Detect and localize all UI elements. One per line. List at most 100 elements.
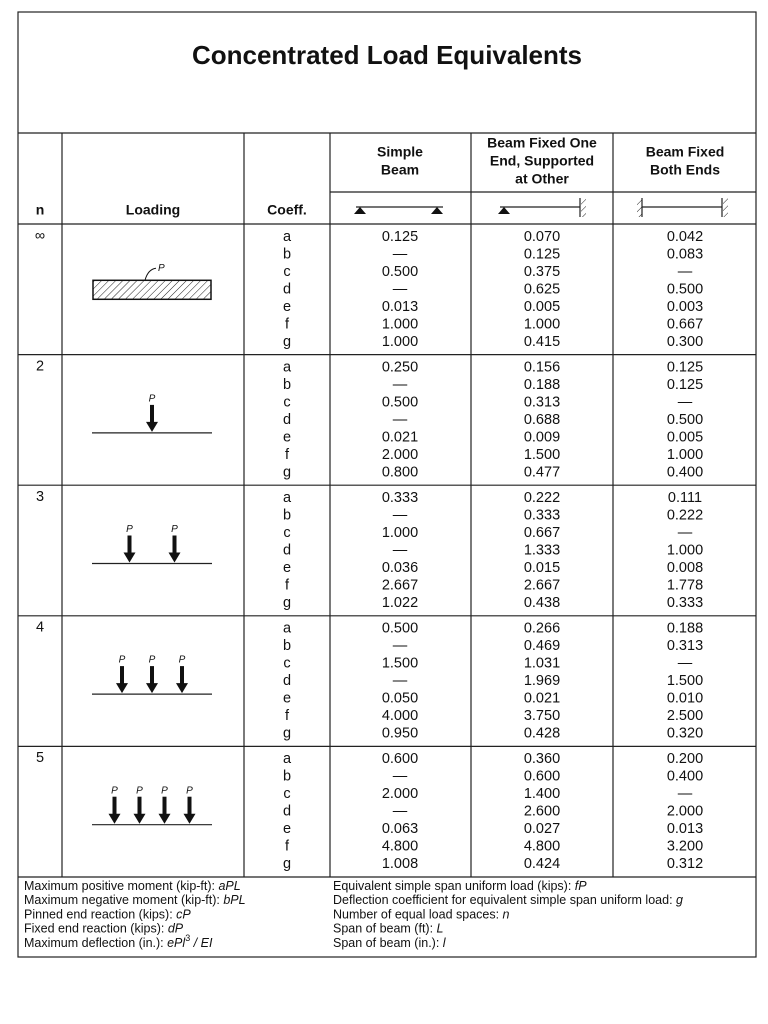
coefficient-letter: b <box>283 508 291 524</box>
coefficient-letter: g <box>283 726 291 742</box>
coefficient-letter: b <box>283 769 291 785</box>
column-header: Beam <box>381 162 419 178</box>
coefficient-value: 1.000 <box>524 316 560 332</box>
coefficient-letter: a <box>283 359 292 375</box>
load-arrow-shaft <box>112 796 117 816</box>
coefficient-value: 1.500 <box>382 656 418 672</box>
coefficient-value: 1.000 <box>382 316 418 332</box>
coefficient-value: 4.800 <box>524 839 560 855</box>
coefficient-value: 0.313 <box>524 394 560 410</box>
column-header: Both Ends <box>650 162 720 178</box>
coefficient-value: — <box>678 656 693 672</box>
coefficient-value: 0.042 <box>667 229 703 245</box>
coefficient-value: 0.300 <box>667 334 703 350</box>
coefficient-value: 0.188 <box>524 377 560 393</box>
coefficient-value: 1.500 <box>524 447 560 463</box>
load-label: P <box>119 655 126 666</box>
load-label: P <box>136 785 143 796</box>
load-label: P <box>149 655 156 666</box>
coefficient-letter: d <box>283 412 291 428</box>
coefficient-value: 0.360 <box>524 751 560 767</box>
footer-label: Fixed end reaction (kips): <box>24 922 168 936</box>
coefficient-value: 0.800 <box>382 464 418 480</box>
coefficient-value: — <box>393 543 408 559</box>
coefficient-value: 0.400 <box>667 769 703 785</box>
coefficient-value: 4.000 <box>382 708 418 724</box>
coefficient-value: 0.027 <box>524 821 560 837</box>
coefficient-letter: d <box>283 673 291 689</box>
load-label: P <box>161 785 168 796</box>
coefficient-value: 0.008 <box>667 560 703 576</box>
coefficient-letter: f <box>285 316 290 332</box>
coefficient-value: 0.036 <box>382 560 418 576</box>
footer-symbol: bPL <box>223 893 245 907</box>
coefficient-value: 0.600 <box>382 751 418 767</box>
title: Concentrated Load Equivalents <box>192 40 582 70</box>
coefficient-letter: a <box>283 490 292 506</box>
coefficient-value: 1.000 <box>382 334 418 350</box>
coefficient-value: 0.477 <box>524 464 560 480</box>
coefficient-value: 0.428 <box>524 726 560 742</box>
coefficient-letter: e <box>283 691 291 707</box>
load-arrow-shaft <box>180 666 184 686</box>
header-loading: Loading <box>126 202 180 218</box>
coefficient-letter: e <box>283 821 291 837</box>
load-arrow-head <box>183 813 196 824</box>
coefficient-letter: f <box>285 839 290 855</box>
header-coeff: Coeff. <box>267 202 307 218</box>
coefficient-letter: b <box>283 246 291 262</box>
footer-label: Maximum positive moment (kip-ft): <box>24 879 218 893</box>
coefficient-value: 1.000 <box>382 525 418 541</box>
footer-label: Span of beam (in.): <box>333 936 443 950</box>
coefficient-value: 0.050 <box>382 691 418 707</box>
coefficient-letter: b <box>283 638 291 654</box>
coefficient-value: 0.013 <box>667 821 703 837</box>
coefficient-value: 0.222 <box>667 508 703 524</box>
coefficient-value: 0.015 <box>524 560 560 576</box>
coefficient-value: 0.688 <box>524 412 560 428</box>
coefficient-value: 2.600 <box>524 804 560 820</box>
coefficient-value: 0.950 <box>382 726 418 742</box>
load-arrow-head <box>176 683 188 694</box>
footer-symbol: fP <box>575 879 587 893</box>
coefficient-value: 0.500 <box>382 621 418 637</box>
footer-symbol: L <box>437 922 444 936</box>
coefficient-value: 0.200 <box>667 751 703 767</box>
footer-line: Fixed end reaction (kips): dP <box>24 922 184 936</box>
coefficient-value: 0.125 <box>524 246 560 262</box>
load-arrow-head <box>133 813 146 824</box>
header-n: n <box>36 202 45 218</box>
row-n: 2 <box>36 358 44 374</box>
coefficient-value: 0.021 <box>382 429 418 445</box>
coefficient-value: 2.667 <box>524 578 560 594</box>
footer-label: Pinned end reaction (kips): <box>24 908 176 922</box>
coefficient-value: 0.250 <box>382 359 418 375</box>
coefficient-value: 0.333 <box>667 595 703 611</box>
coefficient-letter: c <box>283 264 290 280</box>
load-arrow-head <box>108 813 121 824</box>
coefficient-letter: f <box>285 708 290 724</box>
coefficient-value: 2.000 <box>382 786 418 802</box>
footer-label: Maximum deflection (in.): <box>24 936 167 950</box>
coefficient-value: 2.000 <box>382 447 418 463</box>
coefficient-value: 1.022 <box>382 595 418 611</box>
coefficient-value: 0.125 <box>382 229 418 245</box>
coefficient-value: 0.005 <box>524 299 560 315</box>
coefficient-value: 0.438 <box>524 595 560 611</box>
coefficient-value: 0.083 <box>667 246 703 262</box>
load-arrow-shaft <box>150 666 154 686</box>
coefficient-value: 0.500 <box>382 264 418 280</box>
load-label: P <box>158 263 165 274</box>
coefficient-value: — <box>393 804 408 820</box>
coefficient-value: 1.400 <box>524 786 560 802</box>
coefficient-value: — <box>678 264 693 280</box>
coefficient-value: 0.013 <box>382 299 418 315</box>
coefficient-value: 1.008 <box>382 856 418 872</box>
coefficient-value: 0.469 <box>524 638 560 654</box>
footer-symbol: ePl <box>167 936 186 950</box>
uniform-load <box>92 279 212 301</box>
coefficient-value: 1.778 <box>667 578 703 594</box>
load-label: P <box>111 785 118 796</box>
